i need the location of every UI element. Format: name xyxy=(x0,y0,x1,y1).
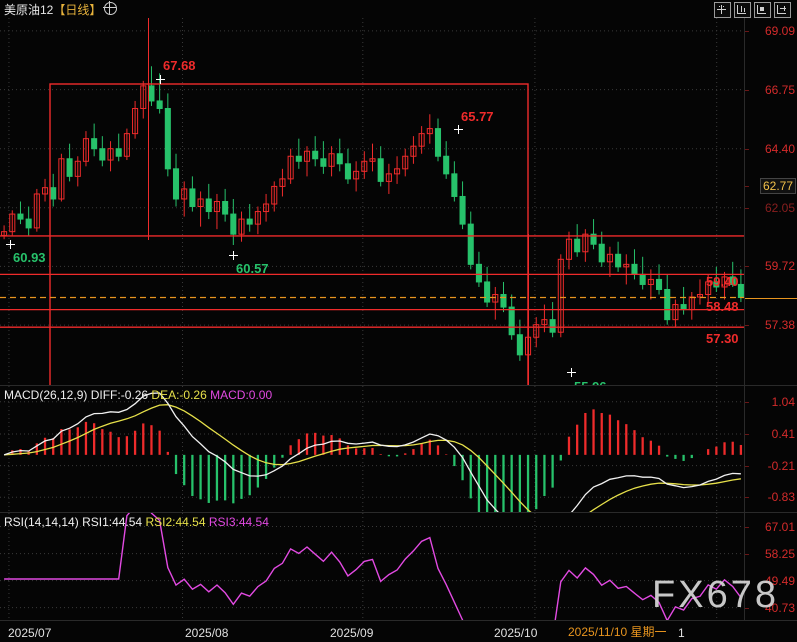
resistance-level-label: 59.40 xyxy=(706,274,739,289)
y-axis-tick: 40.73 xyxy=(764,600,795,615)
swing-low-mid-marker xyxy=(229,251,238,260)
macd-dea-value: DEA:-0.26 xyxy=(151,388,207,402)
y-axis-tick-mark xyxy=(745,433,749,435)
rsi-y-axis: 67.01 58.25 49.49 40.73 xyxy=(744,513,797,621)
y-axis-tick-mark xyxy=(745,497,749,499)
macd-hist-value: MACD:0.00 xyxy=(210,388,273,402)
y-axis-tick-mark xyxy=(745,607,749,609)
rsi3-value: RSI3:44.54 xyxy=(208,515,269,529)
candlestick-svg xyxy=(0,18,745,385)
y-axis-tick: 62.05 xyxy=(764,200,795,215)
measure-right-icon[interactable] xyxy=(774,2,791,18)
y-axis-tick: 67.01 xyxy=(764,519,795,534)
move-tool-icon[interactable] xyxy=(714,2,731,18)
y-axis-tick-mark xyxy=(745,526,749,528)
y-axis-tick: 58.25 xyxy=(764,546,795,561)
measure-mid-icon[interactable] xyxy=(754,2,771,18)
current-price-axis-line xyxy=(745,297,797,299)
swing-low-start-marker xyxy=(6,240,15,249)
price-chart-panel[interactable]: 67.68 65.77 60.93 60.57 55.96 59.40 58.4… xyxy=(0,18,797,385)
y-axis-tick: 49.49 xyxy=(764,573,795,588)
y-axis-tick: -0.83 xyxy=(767,490,795,505)
rsi-plot-area[interactable] xyxy=(0,513,745,621)
y-axis-tick-mark xyxy=(745,266,749,268)
macd-svg xyxy=(0,386,745,513)
macd-panel[interactable]: MACD(26,12,9) DIFF:-0.26 DEA:-0.26 MACD:… xyxy=(0,385,797,513)
y-axis-tick-mark xyxy=(745,89,749,91)
swing-high-marker xyxy=(156,75,165,84)
time-axis-tick: 2025/07 xyxy=(8,626,52,640)
crosshair-icon[interactable] xyxy=(103,1,118,15)
swing-high-label: 67.68 xyxy=(163,58,196,73)
y-axis-tick-mark xyxy=(745,325,749,327)
macd-diff-value: DIFF:-0.26 xyxy=(90,388,149,402)
price-y-axis[interactable]: 69.09 66.75 64.40 62.05 62.77 59.72 57.38 xyxy=(744,18,797,385)
y-axis-tick: -0.21 xyxy=(767,458,795,473)
watermark: FX678 xyxy=(652,574,779,616)
swing-high-2-marker xyxy=(454,125,463,134)
y-axis-tick: 66.75 xyxy=(764,82,795,97)
price-plot-area[interactable]: 67.68 65.77 60.93 60.57 55.96 59.40 58.4… xyxy=(0,18,745,385)
time-axis: 2025/07 2025/08 2025/09 2025/10 2025/11/10 星… xyxy=(0,620,797,642)
rsi-svg xyxy=(0,513,745,621)
symbol-name: 美原油12 xyxy=(4,3,54,17)
y-axis-tick-mark xyxy=(745,207,749,209)
rsi-panel[interactable]: RSI(14,14,14) RSI1:44.54 RSI2:44.54 RSI3… xyxy=(0,512,797,621)
swing-high-2-label: 65.77 xyxy=(461,109,494,124)
y-axis-tick: 64.40 xyxy=(764,141,795,156)
current-count-label: 1 xyxy=(678,626,685,640)
y-axis-tick: 69.09 xyxy=(764,23,795,38)
macd-legend: MACD(26,12,9) DIFF:-0.26 DEA:-0.26 MACD:… xyxy=(4,388,272,402)
swing-low-mid-label: 60.57 xyxy=(236,261,269,276)
support-level-label: 57.30 xyxy=(706,331,739,346)
swing-low-start-label: 60.93 xyxy=(13,250,46,265)
y-axis-tick-mark xyxy=(745,553,749,555)
macd-plot-area[interactable] xyxy=(0,386,745,513)
current-price-label: 58.48 xyxy=(706,299,739,314)
time-axis-tick: 2025/08 xyxy=(185,626,229,640)
y-axis-tick: 62.77 xyxy=(759,177,796,194)
rsi2-value: RSI2:44.54 xyxy=(145,515,206,529)
page-title: 美原油12【日线】 xyxy=(4,1,118,18)
y-axis-tick-mark xyxy=(745,580,749,582)
macd-y-axis: 1.04 0.41 -0.21 -0.83 xyxy=(744,386,797,513)
y-axis-tick-mark xyxy=(745,185,749,187)
toolbar xyxy=(714,2,791,18)
rsi-indicator-name: RSI(14,14,14) xyxy=(4,515,79,529)
measure-left-icon[interactable] xyxy=(734,2,751,18)
timeframe-label: 【日线】 xyxy=(53,3,102,17)
y-axis-tick: 59.72 xyxy=(764,259,795,274)
y-axis-tick: 1.04 xyxy=(771,394,795,409)
y-axis-tick-mark xyxy=(745,148,749,150)
chart-header: 美原油12【日线】 xyxy=(0,0,797,18)
time-axis-tick: 2025/10 xyxy=(494,626,538,640)
time-axis-tick: 2025/09 xyxy=(330,626,374,640)
y-axis-tick: 57.38 xyxy=(764,318,795,333)
y-axis-tick-mark xyxy=(745,30,749,32)
current-date-label: 2025/11/10 星期一 xyxy=(568,625,667,639)
macd-indicator-name: MACD(26,12,9) xyxy=(4,388,88,402)
y-axis-tick-mark xyxy=(745,401,749,403)
y-axis-tick-mark xyxy=(745,465,749,467)
rsi-legend: RSI(14,14,14) RSI1:44.54 RSI2:44.54 RSI3… xyxy=(4,515,269,529)
rsi1-value: RSI1:44.54 xyxy=(82,515,143,529)
swing-low-marker xyxy=(567,368,576,377)
y-axis-tick: 0.41 xyxy=(771,426,795,441)
swing-low-label: 55.96 xyxy=(574,379,607,385)
